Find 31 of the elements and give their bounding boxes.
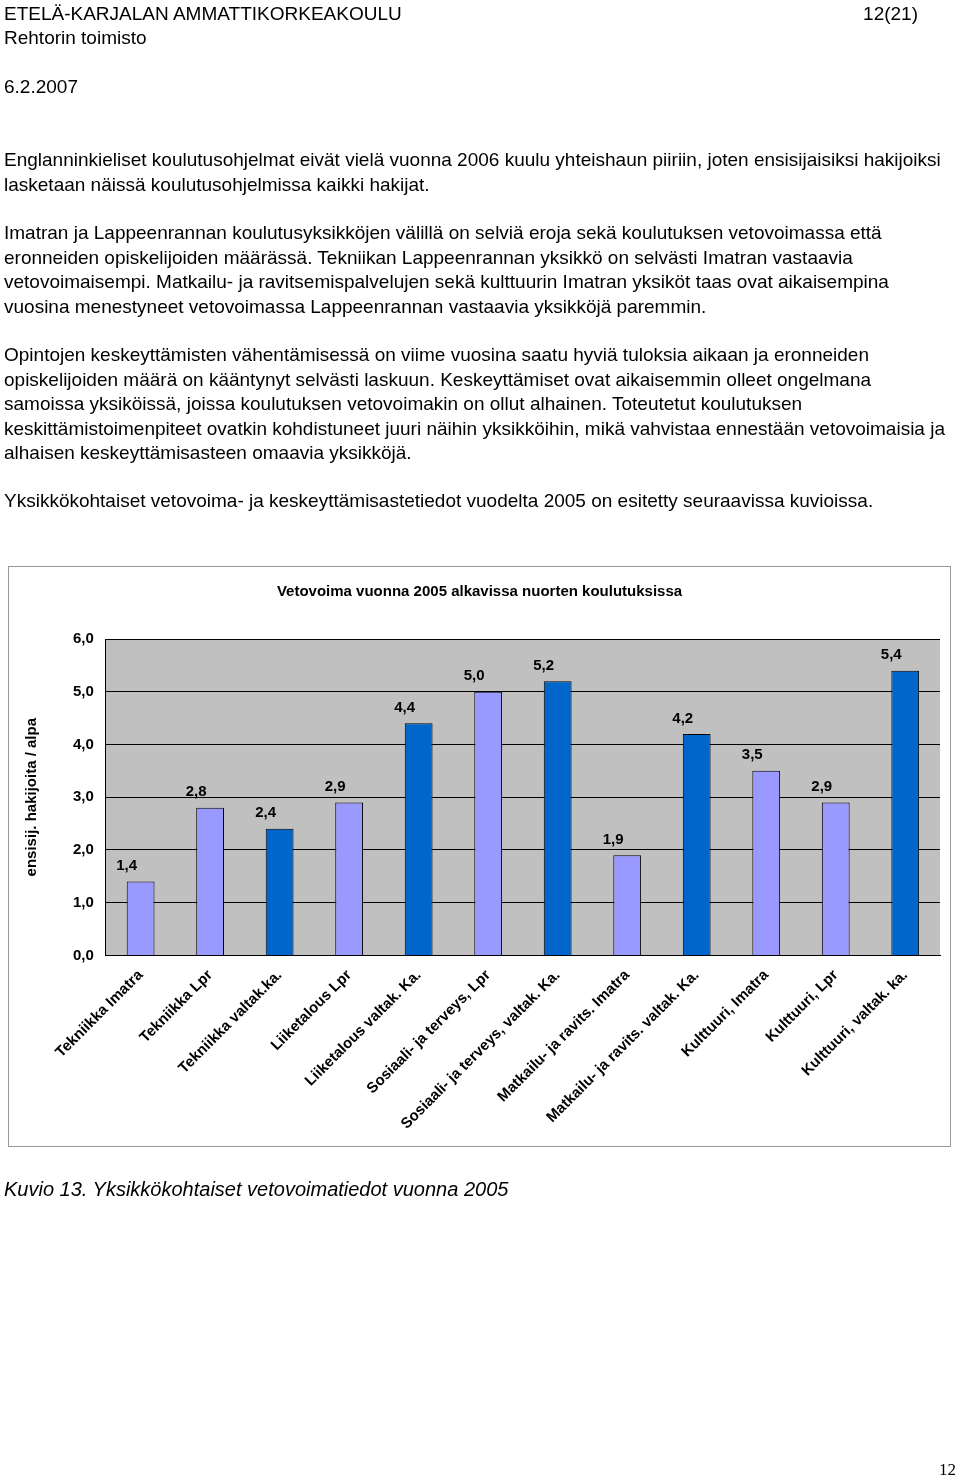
data-label: 2,9 — [324, 777, 346, 795]
data-label: 1,4 — [116, 856, 138, 874]
data-label: 2,9 — [811, 777, 833, 795]
data-label: 5,4 — [880, 645, 903, 663]
y-tick-label: 1,0 — [72, 892, 94, 910]
data-label: 5,2 — [533, 655, 555, 673]
chart-title: Vetovoima vuonna 2005 alkavissa nuorten koulutuksissa — [276, 582, 683, 600]
text: Imatran ja Lappeenrannan koulutusyksikköjen välillä on selviä eroja sekä koulutuksen vetovoimassa että eronneiden opiskelijoiden määrässä. Tekniikan Lappeenrannan yksikkö on selvästi Imatran vastaavia vetovoimaisempi. Matkailu- ja ravitsemispalvelujen sekä kulttuurin Imatran yksiköt taas ovat aikaisempina vuosina menestyneet vetovoimassa Lappeenrannan vastaavia yksikköjä paremmin. — [4, 221, 890, 319]
text: Kuvio 13. Yksikkökohtaiset vetovoimatiedot vuonna 2005 — [4, 1177, 509, 1202]
text: 12 — [939, 1460, 956, 1480]
y-axis-title: ensisij. hakijoita / alpa — [22, 717, 40, 877]
y-tick-label: 3,0 — [72, 787, 94, 805]
data-label: 2,4 — [255, 803, 277, 821]
y-tick-label: 2,0 — [72, 840, 94, 858]
text: Yksikkökohtaiset vetovoima- ja keskeyttämisastetiedot vuodelta 2005 on esitetty seuraavissa kuvioissa. — [4, 489, 875, 513]
y-tick-label: 0,0 — [72, 945, 94, 963]
y-tick-label: 6,0 — [72, 629, 94, 647]
data-label: 4,4 — [394, 698, 416, 716]
data-label: 3,5 — [741, 745, 763, 763]
y-tick-label: 5,0 — [72, 681, 94, 699]
data-label: 4,2 — [672, 708, 694, 726]
text: Englanninkieliset koulutusohjelmat eivät vielä vuonna 2006 kuulu yhteishaun piiriin, joten ensisijaisiksi hakijoiksi lasketaan näissä koulutusohjelmissa kaikki hakijat. — [4, 148, 942, 197]
text: Opintojen keskeyttämisten vähentämisessä on viime vuosina saatu hyviä tuloksia aikaan ja eronneiden opiskelijoiden määrä on kääntynyt selvästi laskuun. Keskeyttämiset ovat aikaisemmin olleet ongelmana samoissa yksiköissä, joissa koulutuksen vetovoimakin on ollut alhainen. Toteutetut koulutuksen keskittämistoimenpiteet ovatkin kohdistuneet juuri näihin yksikköihin, mikä vahvistaa ennestään vetovoimaisia ja alhaisen keskeyttämisasteen omaavia yksikköjä. — [4, 343, 946, 465]
data-label: 2,8 — [185, 782, 207, 800]
text: 6.2.2007 — [4, 75, 78, 99]
data-label: 5,0 — [463, 666, 485, 684]
text: Rehtorin toimisto — [4, 26, 147, 50]
data-label: 1,9 — [602, 829, 624, 847]
y-tick-label: 4,0 — [72, 734, 94, 752]
text: ETELÄ-KARJALAN AMMATTIKORKEAKOULU — [4, 2, 402, 26]
text: 12(21) — [863, 2, 918, 26]
